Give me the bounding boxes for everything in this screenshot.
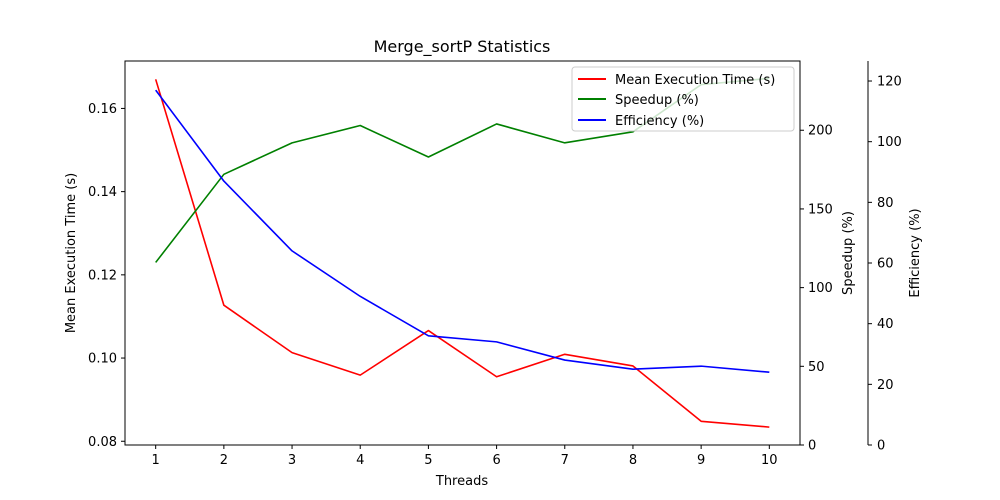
efficiency-tick-label: 0 bbox=[877, 439, 885, 454]
x-tick-label: 8 bbox=[629, 453, 637, 468]
efficiency-tick-label: 20 bbox=[877, 378, 894, 393]
x-axis-label: Threads bbox=[435, 474, 488, 489]
efficiency-axis-label: Efficiency (%) bbox=[908, 208, 923, 297]
left-tick-label: 0.14 bbox=[88, 185, 117, 200]
left-tick-label: 0.10 bbox=[88, 352, 117, 367]
left-tick-label: 0.16 bbox=[88, 102, 117, 117]
legend-label-efficiency: Efficiency (%) bbox=[615, 114, 704, 129]
speedup-tick-label: 0 bbox=[808, 439, 816, 454]
legend-label-time: Mean Execution Time (s) bbox=[615, 73, 775, 88]
left-axis-label: Mean Execution Time (s) bbox=[64, 173, 79, 333]
left-axis-ticks: 0.08 0.10 0.12 0.14 0.16 bbox=[88, 102, 125, 450]
speedup-tick-label: 50 bbox=[808, 360, 825, 375]
speedup-axis-ticks: 0 50 100 150 200 bbox=[800, 124, 833, 454]
speedup-axis-label: Speedup (%) bbox=[841, 211, 856, 295]
x-tick-label: 9 bbox=[697, 453, 705, 468]
chart-title: Merge_sortP Statistics bbox=[374, 37, 551, 57]
x-tick-label: 5 bbox=[424, 453, 432, 468]
x-tick-label: 7 bbox=[561, 453, 569, 468]
efficiency-tick-label: 60 bbox=[877, 257, 894, 272]
series-line-efficiency bbox=[155, 89, 770, 373]
efficiency-axis-ticks: 0 20 40 60 80 100 120 bbox=[868, 75, 902, 454]
speedup-tick-label: 100 bbox=[808, 281, 833, 296]
plot-frame bbox=[124, 60, 801, 446]
speedup-tick-label: 200 bbox=[808, 124, 833, 139]
x-tick-label: 1 bbox=[152, 453, 160, 468]
efficiency-tick-label: 120 bbox=[877, 75, 902, 90]
left-tick-label: 0.08 bbox=[88, 435, 117, 450]
legend-label-speedup: Speedup (%) bbox=[615, 93, 699, 108]
x-tick-label: 10 bbox=[761, 453, 778, 468]
x-tick-label: 2 bbox=[220, 453, 228, 468]
x-tick-label: 6 bbox=[492, 453, 500, 468]
speedup-tick-label: 150 bbox=[808, 202, 833, 217]
left-tick-label: 0.12 bbox=[88, 268, 117, 283]
efficiency-tick-label: 40 bbox=[877, 317, 894, 332]
x-axis-ticks: 1 2 3 4 5 6 7 8 9 10 bbox=[152, 445, 778, 468]
x-tick-label: 3 bbox=[288, 453, 296, 468]
legend: Mean Execution Time (s) Speedup (%) Effi… bbox=[571, 66, 795, 132]
x-tick-label: 4 bbox=[356, 453, 364, 468]
efficiency-tick-label: 100 bbox=[877, 135, 902, 150]
efficiency-tick-label: 80 bbox=[877, 196, 894, 211]
legend-box bbox=[571, 66, 795, 132]
series-line-time bbox=[154, 79, 770, 428]
